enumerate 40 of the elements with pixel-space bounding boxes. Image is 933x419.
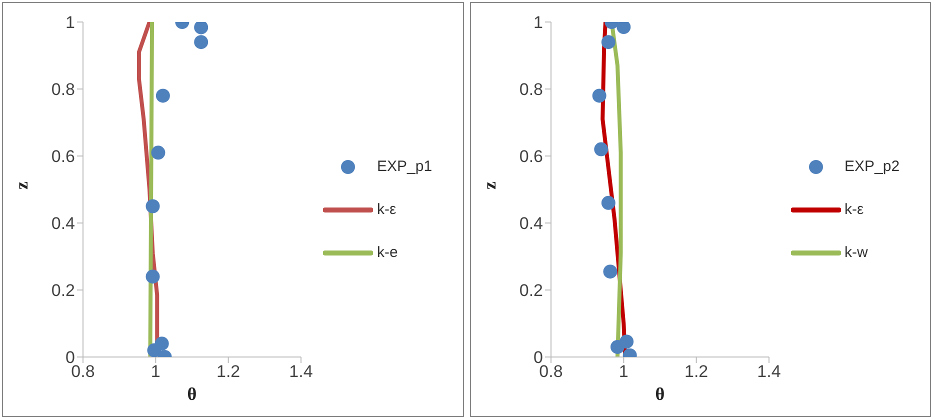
point — [154, 336, 169, 351]
y-tick-label: 0.6 — [518, 147, 542, 166]
y-tick-label: 0.8 — [518, 80, 542, 100]
legend-label: k-ε — [844, 201, 864, 218]
legend-label: k-w — [844, 244, 868, 261]
y-tick-label: 0.4 — [51, 214, 75, 234]
point — [600, 35, 615, 50]
y-tick-label: 0.6 — [51, 147, 75, 166]
point — [151, 146, 166, 160]
y-tick-label: 0.4 — [518, 214, 542, 234]
point — [619, 334, 634, 349]
point — [594, 142, 608, 156]
x-axis-title: θ — [654, 384, 664, 404]
point — [156, 88, 170, 103]
y-axis-title: z — [478, 182, 499, 190]
legend-label: k-e — [377, 244, 398, 261]
x-tick-label: 1.4 — [289, 362, 313, 382]
point — [600, 196, 615, 210]
point — [592, 88, 606, 103]
x-tick-label: 1 — [150, 362, 160, 382]
y-axis-title: z — [11, 182, 32, 190]
point — [616, 22, 630, 34]
point — [602, 264, 617, 279]
y-tick-label: 1 — [533, 13, 542, 32]
y-tick-label: 0.2 — [51, 281, 75, 300]
y-tick-label: 0.2 — [518, 281, 542, 300]
y-tick-label: 0.8 — [51, 80, 75, 100]
y-tick-label: 1 — [66, 13, 75, 32]
point — [146, 199, 160, 214]
legend-label: EXP_p1 — [377, 158, 432, 175]
point — [194, 22, 208, 34]
point — [194, 35, 208, 50]
x-tick-label: 1 — [618, 362, 628, 382]
point — [146, 270, 160, 284]
x-tick-label: 1.2 — [684, 362, 708, 382]
x-tick-label: 1.4 — [756, 362, 780, 382]
x-tick-label: 1.2 — [216, 362, 240, 382]
x-axis-title: θ — [187, 384, 197, 404]
legend-label: k-ε — [377, 201, 396, 218]
legend-label: EXP_p2 — [844, 158, 900, 175]
